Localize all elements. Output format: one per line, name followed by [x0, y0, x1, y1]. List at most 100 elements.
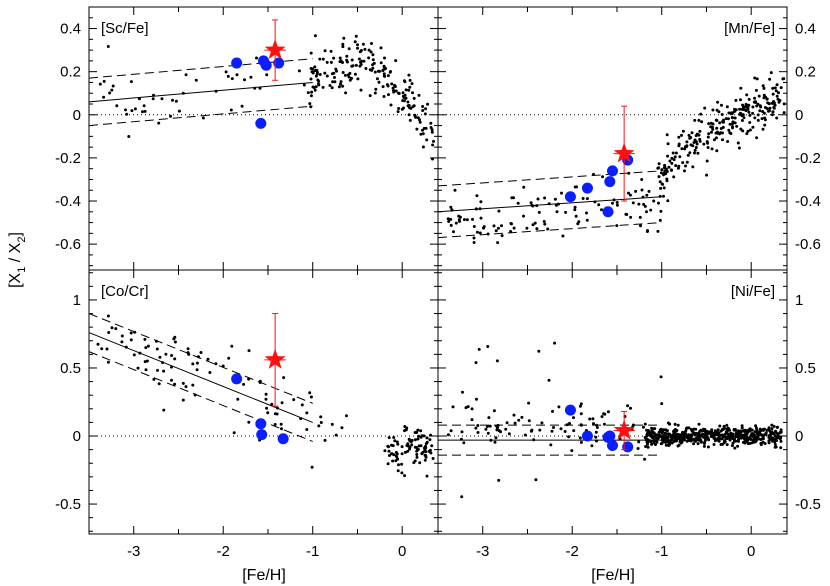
field-star-point — [418, 118, 421, 122]
panel-sc: 0.4 0.2 0 -0.2 -0.4 -0.6 [Sc/Fe] — [55, 6, 439, 271]
field-star-point — [157, 382, 161, 386]
field-star-point — [662, 194, 665, 198]
y-tick-label: -0.6 — [55, 236, 81, 253]
field-star-point — [709, 125, 713, 129]
field-star-point — [542, 220, 546, 223]
field-star-point — [406, 100, 410, 104]
field-star-point — [581, 197, 585, 200]
field-star-point — [415, 455, 419, 459]
field-star-point — [634, 189, 638, 193]
field-star-point — [726, 117, 730, 121]
field-star-point — [697, 133, 701, 137]
field-star-point — [749, 437, 753, 441]
field-star-point — [716, 436, 720, 440]
field-star-point — [412, 96, 416, 100]
field-star-point — [676, 166, 680, 170]
field-star-point — [428, 438, 432, 442]
y-label-part-mid: / X — [7, 242, 24, 266]
field-star-point — [419, 132, 423, 136]
field-star-point — [761, 110, 765, 113]
field-star-point — [461, 390, 464, 394]
field-star-point — [683, 147, 687, 151]
field-star-point — [177, 109, 181, 113]
field-star-point — [669, 168, 673, 172]
field-star-point — [369, 50, 373, 54]
field-star-point — [543, 196, 547, 200]
field-star-point — [391, 86, 395, 90]
field-star-point — [591, 417, 595, 421]
field-star-point — [712, 431, 716, 435]
highlight-star-point — [607, 165, 618, 177]
field-star-point — [265, 73, 269, 77]
field-star-point — [564, 210, 568, 214]
field-star-point — [697, 422, 701, 426]
field-star-point — [761, 437, 765, 441]
field-star-point — [659, 209, 663, 213]
field-star-point — [424, 454, 428, 457]
field-star-point — [457, 214, 461, 218]
field-star-point — [385, 83, 389, 87]
field-star-point — [615, 201, 619, 204]
field-star-point — [775, 94, 779, 98]
field-star-point — [684, 164, 687, 168]
field-star-point — [111, 84, 115, 88]
y-tick-label: -0.4 — [795, 193, 821, 210]
field-star-point — [761, 428, 765, 432]
field-star-point — [309, 105, 313, 109]
field-star-point — [403, 93, 407, 97]
field-star-point — [359, 63, 363, 66]
panel-co: -3 -2 -1 0 1 0.5 0 -0.5 [Co/Cr] — [55, 269, 439, 560]
field-star-point — [779, 439, 783, 443]
field-star-point — [270, 402, 274, 406]
field-star-point — [675, 436, 679, 440]
field-star-point — [737, 146, 741, 150]
field-star-point — [770, 113, 774, 117]
field-star-point — [646, 442, 649, 446]
field-star-point — [464, 406, 468, 410]
field-star-point — [572, 429, 576, 433]
field-star-point — [662, 166, 666, 170]
field-star-point — [474, 426, 478, 430]
field-star-point — [389, 70, 392, 73]
field-star-point — [766, 109, 770, 113]
field-star-point — [728, 438, 732, 442]
field-star-point — [146, 344, 150, 348]
field-star-point — [273, 412, 277, 416]
field-star-point — [687, 438, 691, 441]
field-star-point — [733, 109, 737, 113]
field-star-point — [315, 72, 319, 76]
field-star-point — [487, 416, 491, 420]
field-star-point — [158, 355, 162, 359]
x-axis-label-left: [Fe/H] — [242, 567, 286, 584]
field-star-point — [649, 208, 653, 212]
field-star-point — [458, 219, 461, 223]
field-star-point — [662, 186, 666, 190]
field-star-point — [453, 188, 457, 192]
field-star-point — [642, 202, 646, 206]
field-star-point — [404, 88, 408, 92]
y-label-part-end: ] — [7, 232, 24, 236]
field-star-point — [705, 140, 709, 144]
field-star-point — [377, 80, 381, 84]
field-star-point — [317, 424, 321, 428]
field-star-point — [382, 64, 386, 68]
field-star-point — [773, 434, 777, 438]
field-star-point — [338, 60, 342, 64]
field-star-point — [421, 105, 425, 108]
field-star-point — [407, 88, 411, 92]
field-star-point — [549, 443, 553, 447]
y-tick-label: -0.6 — [795, 236, 821, 253]
highlight-star-point — [231, 57, 243, 69]
field-star-point — [171, 98, 174, 102]
highlight-star-point — [564, 404, 576, 416]
field-star-point — [773, 442, 777, 446]
highlight-star-point — [255, 418, 267, 430]
field-star-point — [665, 429, 669, 433]
field-star-point — [683, 169, 686, 173]
field-star-point — [247, 349, 251, 353]
field-star-point — [567, 435, 571, 439]
field-star-point — [663, 440, 667, 444]
field-star-point — [449, 223, 453, 227]
field-star-point — [676, 444, 680, 448]
field-star-point — [417, 434, 421, 438]
